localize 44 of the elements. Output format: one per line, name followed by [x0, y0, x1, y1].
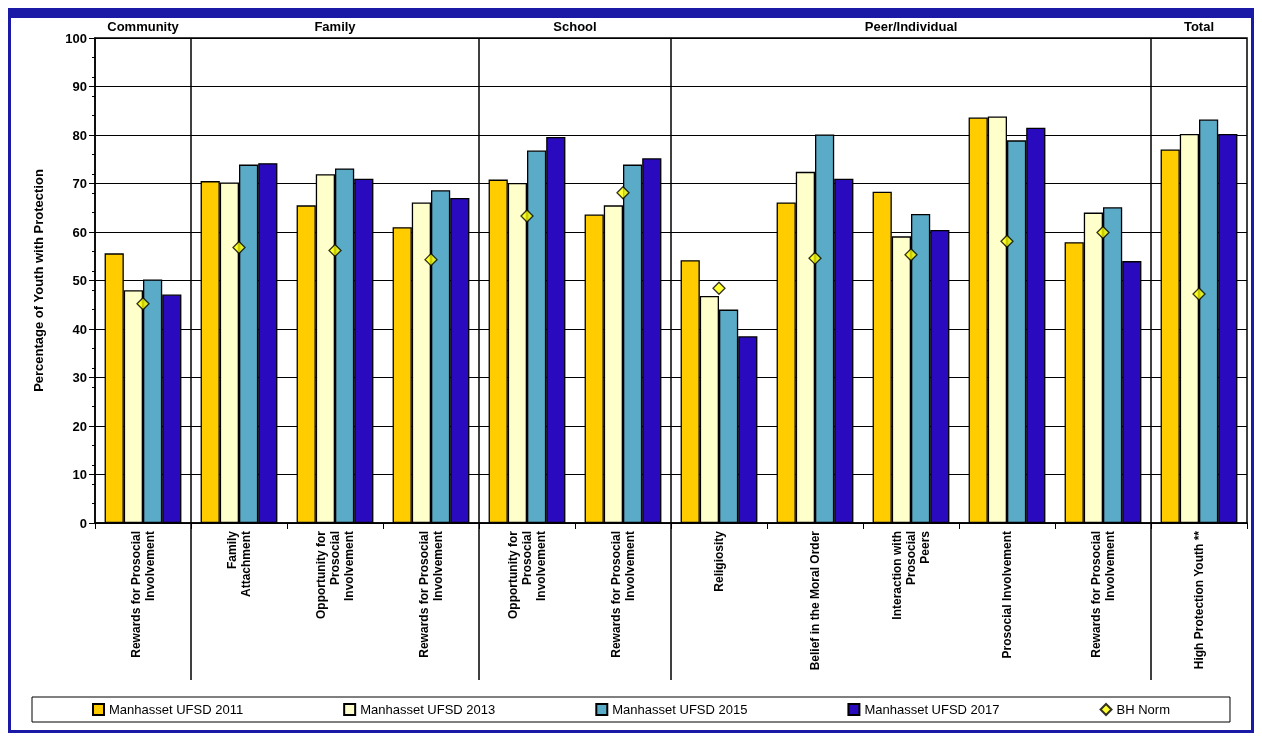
point — [136, 297, 150, 311]
point — [1000, 234, 1014, 248]
text: Family — [314, 19, 357, 34]
text: School — [553, 19, 597, 34]
x-tick-label: Interaction with Prosocial Peers — [890, 530, 932, 620]
point — [616, 186, 630, 200]
legend-label: Manhasset UFSD 2011 — [109, 702, 244, 717]
point — [424, 253, 438, 267]
x-tick-label: High Protection Youth ** — [1192, 530, 1206, 670]
y-tick-label: 30 — [72, 370, 87, 385]
x-tick-label: Rewards for Prosocial Involvement — [129, 531, 157, 658]
x-tick-label: Opportunity for Prosocial Involvement — [506, 530, 548, 619]
x-tick-label: Rewards for Prosocial Involvement — [609, 531, 637, 658]
x-tick-label: Belief in the Moral Order — [808, 530, 822, 671]
text: Total — [1183, 19, 1215, 34]
legend-label: Manhasset UFSD 2017 — [864, 702, 1000, 717]
point — [712, 281, 726, 295]
y-axis-title: Percentage of Youth with Protection — [31, 169, 46, 392]
y-tick-label: 40 — [72, 321, 87, 337]
y-tick-label: 90 — [72, 79, 87, 94]
text: Community — [107, 19, 180, 34]
text: Peer/Individual — [864, 19, 958, 34]
y-tick-label: 60 — [72, 224, 87, 240]
y-tick-label: 0 — [79, 515, 87, 531]
point — [328, 243, 342, 258]
point — [1096, 225, 1110, 240]
y-tick-label: 10 — [72, 467, 87, 482]
y-tick-label: 70 — [72, 176, 87, 191]
point — [808, 251, 822, 265]
y-tick-label: 20 — [72, 418, 87, 434]
y-tick-label: 100 — [65, 30, 87, 46]
x-tick-label: Family Attachment — [225, 530, 253, 598]
x-tick-label: Religiosity — [712, 530, 726, 592]
legend-label: Manhasset UFSD 2013 — [360, 702, 496, 717]
x-tick-label: Rewards for Prosocial Involvement — [1089, 531, 1117, 658]
y-tick-label: 80 — [72, 127, 87, 143]
point — [232, 240, 246, 255]
x-tick-label: Rewards for Prosocial Involvement — [417, 531, 445, 658]
legend-label: BH Norm — [1116, 702, 1170, 717]
x-tick-label: Prosocial Involvement — [1000, 531, 1014, 659]
point — [904, 248, 918, 262]
y-tick-label: 50 — [72, 273, 87, 288]
legend-label: Manhasset UFSD 2015 — [612, 702, 748, 717]
x-tick-label: Opportunity for Prosocial Involvement — [314, 530, 356, 619]
